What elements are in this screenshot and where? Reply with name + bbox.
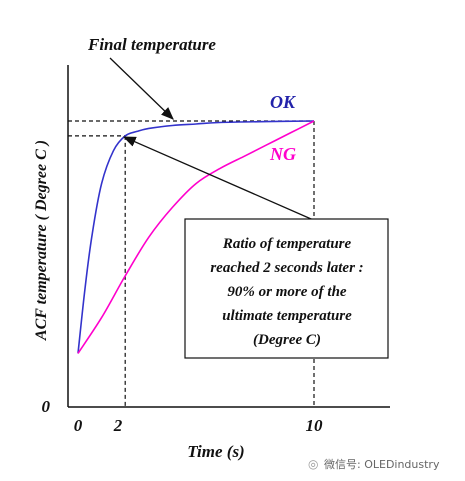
ratio-line-3: 90% or more of the xyxy=(227,284,347,300)
x-tick-0: 0 xyxy=(74,416,83,435)
x-tick-10: 10 xyxy=(306,416,324,435)
ratio-arrow xyxy=(122,136,319,223)
ratio-line-2: reached 2 seconds later : xyxy=(210,260,363,276)
series-line-ok xyxy=(77,120,315,354)
ratio-line-4: ultimate temperature xyxy=(222,308,352,324)
ratio-line-5: (Degree C) xyxy=(253,332,321,348)
series-layer xyxy=(77,120,315,354)
wechat-icon: ◎ xyxy=(308,457,318,471)
final-temperature-label: Final temperature xyxy=(87,35,216,54)
x-tick-2: 2 xyxy=(113,416,123,435)
y-tick-0: 0 xyxy=(42,397,51,416)
final-temperature-arrow xyxy=(109,57,174,120)
watermark-text: 微信号: OLEDindustry xyxy=(324,457,440,471)
ratio-box xyxy=(184,218,389,359)
x-axis-label: Time (s) xyxy=(187,442,244,461)
series-label-ng: NG xyxy=(269,144,296,164)
series-label-ok: OK xyxy=(270,92,297,112)
ratio-line-1: Ratio of temperature xyxy=(222,236,352,252)
y-axis-label: ACF temperature ( Degree C ) xyxy=(33,140,50,341)
series-line-ng xyxy=(77,120,315,354)
